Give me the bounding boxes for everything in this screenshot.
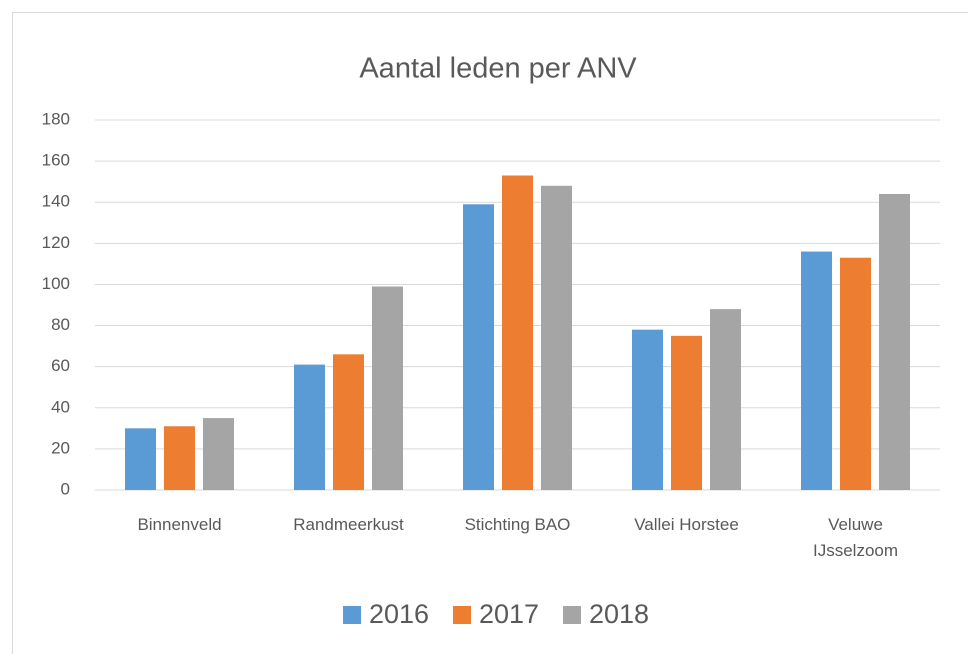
bar [671, 335, 702, 490]
y-tick-label: 180 [42, 109, 70, 128]
x-tick-label: Randmeerkust [293, 515, 404, 534]
y-tick-label: 60 [51, 356, 70, 375]
bar [710, 309, 741, 490]
y-tick-label: 160 [42, 151, 70, 170]
bar [502, 175, 533, 490]
y-tick-label: 100 [42, 274, 70, 293]
y-tick-label: 80 [51, 315, 70, 334]
bar [294, 364, 325, 490]
legend-swatch [343, 606, 361, 624]
legend-label: 2018 [589, 599, 649, 629]
bar [333, 354, 364, 490]
bar [541, 185, 572, 490]
x-tick-label: Veluwe IJsselzoom [812, 515, 899, 560]
y-tick-label: 40 [51, 397, 70, 416]
chart-title: Aantal leden per ANV [359, 53, 637, 85]
x-tick-label: Stichting BAO [464, 515, 571, 534]
bar [125, 428, 156, 490]
bar [801, 251, 832, 490]
x-tick-label: Binnenveld [137, 515, 222, 534]
bar [840, 257, 871, 490]
legend-swatch [453, 606, 471, 624]
bar [164, 426, 195, 490]
bar [372, 286, 403, 490]
y-tick-label: 0 [61, 479, 70, 498]
bar [463, 204, 494, 490]
legend-label: 2016 [369, 599, 429, 629]
y-tick-label: 20 [51, 438, 70, 457]
y-tick-label: 140 [42, 192, 70, 211]
y-tick-label: 120 [42, 233, 70, 252]
legend-swatch [563, 606, 581, 624]
bar [879, 194, 910, 490]
bar [203, 418, 234, 490]
x-tick-label: Vallei Horstee [634, 515, 739, 534]
bar [632, 329, 663, 490]
legend-label: 2017 [479, 599, 539, 629]
